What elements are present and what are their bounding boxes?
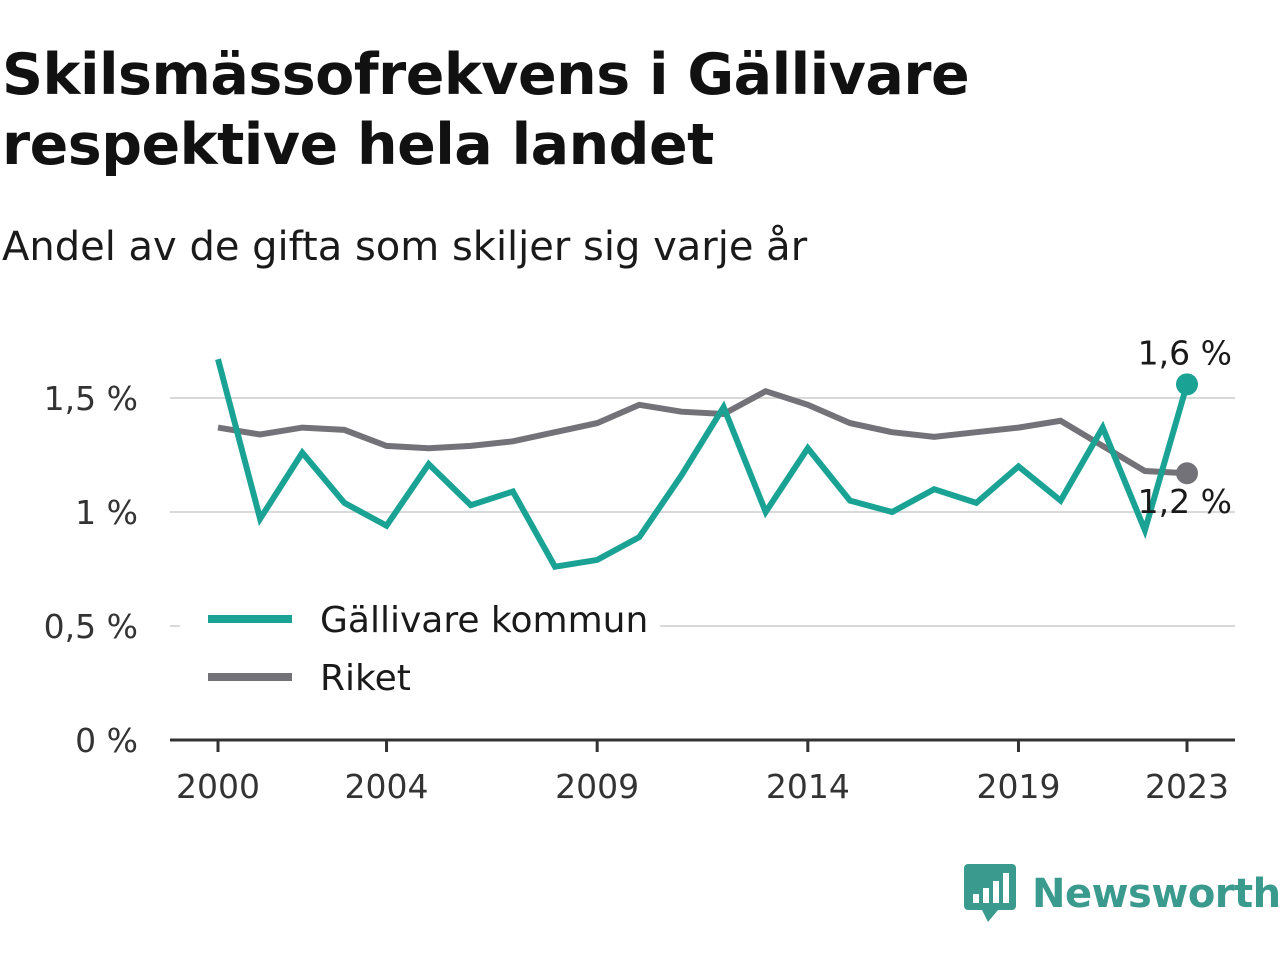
y-axis-ticks: 0 % 0,5 % 1 % 1,5 % — [44, 379, 138, 760]
y-tick-label: 0 % — [75, 721, 138, 760]
x-tick-label: 2014 — [766, 767, 850, 806]
x-tick-label: 2004 — [345, 767, 429, 806]
series-line — [217, 387, 1188, 477]
series-end-point — [1176, 462, 1198, 485]
chart-title: Skilsmässofrekvens i Gällivare respektiv… — [2, 42, 970, 178]
y-tick-label: 0,5 % — [44, 607, 138, 646]
end-labels: 1,6 % 1,2 % — [1138, 333, 1232, 521]
x-tick-label: 2023 — [1145, 767, 1229, 806]
series-lines — [215, 358, 1198, 570]
brand-name: Newsworthy — [1032, 871, 1280, 917]
end-value-label: 1,2 % — [1138, 482, 1232, 521]
legend-label: Gällivare kommun — [320, 600, 648, 641]
end-value-label: 1,6 % — [1138, 333, 1232, 372]
chart-subtitle: Andel av de gifta som skiljer sig varje … — [2, 224, 808, 270]
series-line — [215, 358, 1190, 570]
x-axis: 2000 2004 2009 2014 2019 2023 — [170, 738, 1235, 806]
x-tick-label: 2019 — [976, 767, 1060, 806]
x-tick-label: 2009 — [555, 767, 639, 806]
legend-label: Riket — [320, 658, 411, 699]
x-tick-label: 2000 — [176, 767, 260, 806]
newsworthy-logo-icon — [964, 864, 1016, 922]
series-end-point — [1176, 373, 1198, 396]
y-tick-label: 1 % — [75, 493, 138, 532]
legend-background — [180, 596, 660, 706]
line-chart: 0 % 0,5 % 1 % 1,5 % Gällivare kommun Riket 2… — [44, 333, 1235, 806]
legend: Gällivare kommun Riket — [180, 596, 660, 706]
y-tick-label: 1,5 % — [44, 379, 138, 418]
brand-logo: Newsworthy — [964, 864, 1280, 924]
